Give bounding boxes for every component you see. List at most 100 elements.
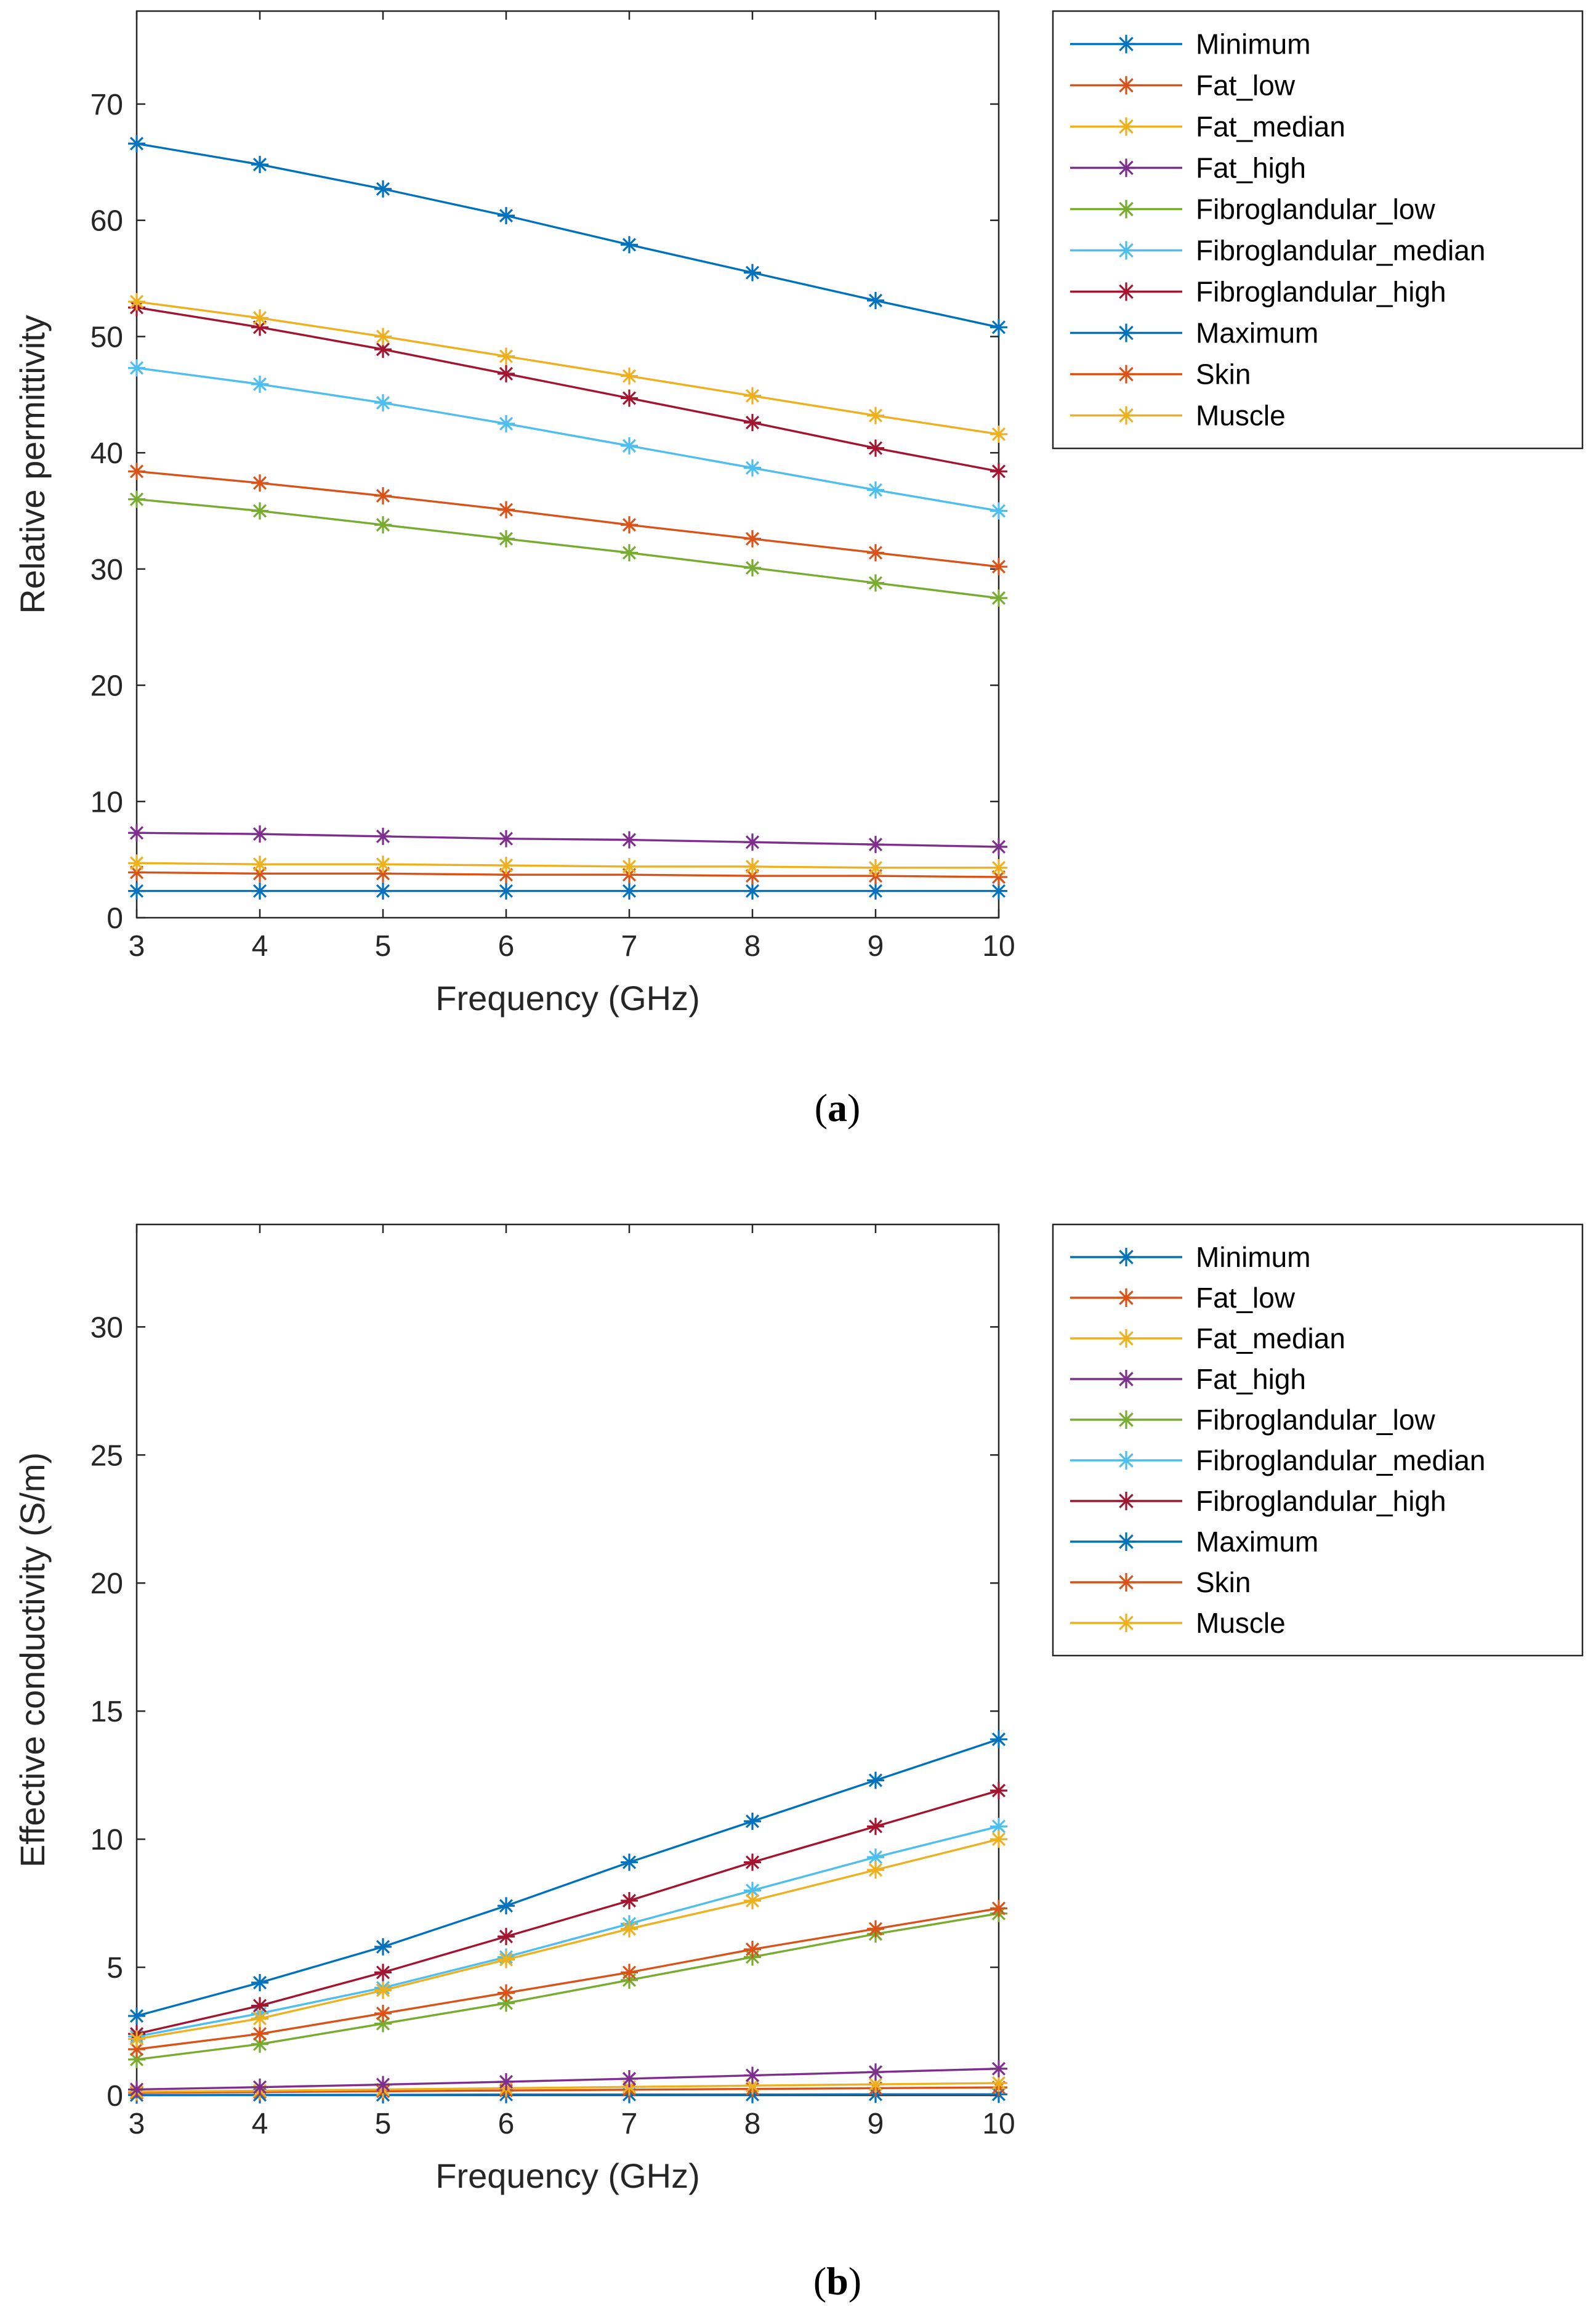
data-point [498, 2073, 515, 2090]
data-point [621, 437, 638, 455]
legend-label: Fibroglandular_high [1196, 1485, 1446, 1517]
data-point [128, 463, 145, 480]
series-line [136, 1789, 999, 2035]
data-point [990, 318, 1007, 336]
data-point [374, 2076, 392, 2094]
data-point [498, 1984, 515, 2002]
legend-label: Fat_low [1196, 1282, 1296, 1314]
legend-marker [1117, 406, 1135, 425]
data-point [374, 516, 392, 534]
plot-area [135, 10, 1000, 919]
y-tick-label: 10 [91, 1824, 123, 1856]
data-point [128, 135, 145, 153]
data-point [990, 1899, 1007, 1917]
x-tick-label: 8 [744, 930, 761, 963]
legend-entry: Minimum [1070, 1241, 1311, 1273]
caption-letter: a [828, 1086, 847, 1130]
x-tick-label: 4 [252, 930, 268, 963]
legend-marker [1117, 158, 1135, 177]
data-point [128, 2030, 145, 2048]
legend-marker [1117, 200, 1135, 219]
x-axis-label: Frequency (GHz) [435, 979, 699, 1017]
data-point [990, 2060, 1007, 2077]
data-point [990, 882, 1007, 900]
data-point [990, 463, 1007, 480]
legend-entry: Fibroglandular_high [1070, 1485, 1446, 1517]
legend-entry: Fat_median [1070, 111, 1345, 143]
data-point [990, 859, 1007, 876]
data-point [128, 490, 145, 508]
data-point [621, 857, 638, 875]
legend-marker [1117, 241, 1135, 260]
series-line [136, 301, 999, 435]
series-line [136, 871, 999, 878]
y-tick-label: 30 [91, 554, 123, 586]
data-point [498, 882, 515, 900]
data-point [744, 882, 761, 900]
legend-label: Fat_low [1196, 70, 1296, 102]
series-maximum [128, 135, 1007, 336]
data-point [744, 1940, 761, 1958]
data-point [621, 516, 638, 534]
legend-marker [1117, 1532, 1135, 1551]
data-point [251, 502, 268, 520]
x-tick-label: 9 [868, 930, 884, 963]
x-tick-label: 9 [868, 2108, 884, 2140]
data-point [128, 824, 145, 842]
data-point [867, 1818, 884, 1835]
series-line [136, 2068, 999, 2091]
data-point [867, 1771, 884, 1789]
data-point [251, 2078, 268, 2096]
data-point [374, 882, 392, 900]
y-tick-label: 5 [107, 1952, 123, 1984]
data-point [990, 1831, 1007, 1848]
data-point [744, 2077, 761, 2095]
legend-entry: Muscle [1070, 1607, 1286, 1639]
data-point [744, 1813, 761, 1831]
data-point [498, 830, 515, 848]
data-point [251, 2025, 268, 2043]
caption-letter: b [826, 2259, 848, 2303]
legend-marker [1117, 1573, 1135, 1592]
y-tick-label: 10 [91, 786, 123, 819]
x-tick-label: 7 [621, 930, 638, 963]
legend-label: Muscle [1196, 400, 1286, 432]
data-point [744, 414, 761, 432]
legend-label: Maximum [1196, 1526, 1318, 1558]
x-tick-label: 6 [498, 930, 515, 963]
data-point [867, 2063, 884, 2081]
caption-paren-close: ) [848, 2259, 861, 2303]
data-point [128, 359, 145, 377]
legend-label: Minimum [1196, 1241, 1311, 1273]
data-point [621, 1853, 638, 1871]
series-fat-median [128, 854, 1007, 876]
caption-paren-open: ( [815, 1086, 828, 1130]
series-skin [128, 1899, 1007, 2058]
data-point [251, 309, 268, 327]
data-point [498, 1951, 515, 1968]
data-point [990, 502, 1007, 520]
series-minimum [128, 882, 1007, 900]
legend-label: Fat_high [1196, 152, 1306, 184]
y-tick-label: 25 [91, 1439, 123, 1472]
series-line [136, 862, 999, 869]
x-tick-label: 3 [129, 2108, 145, 2140]
y-tick-label: 20 [91, 1568, 123, 1600]
data-point [744, 2066, 761, 2084]
legend-label: Fibroglandular_low [1196, 193, 1435, 225]
x-tick-label: 8 [744, 2108, 761, 2140]
data-point [867, 407, 884, 424]
data-point [990, 558, 1007, 576]
data-point [990, 1818, 1007, 1835]
y-axis-label: Relative permittivity [13, 315, 52, 613]
data-point [867, 836, 884, 854]
x-tick-label: 10 [982, 2108, 1015, 2140]
y-tick-label: 40 [91, 437, 123, 470]
series-fat-high [128, 824, 1007, 856]
legend-label: Skin [1196, 358, 1251, 390]
data-point [867, 574, 884, 592]
legend-entry: Fat_high [1070, 1363, 1306, 1395]
y-tick-label: 60 [91, 205, 123, 238]
legend-entry: Fibroglandular_low [1070, 1404, 1435, 1436]
data-point [621, 367, 638, 385]
